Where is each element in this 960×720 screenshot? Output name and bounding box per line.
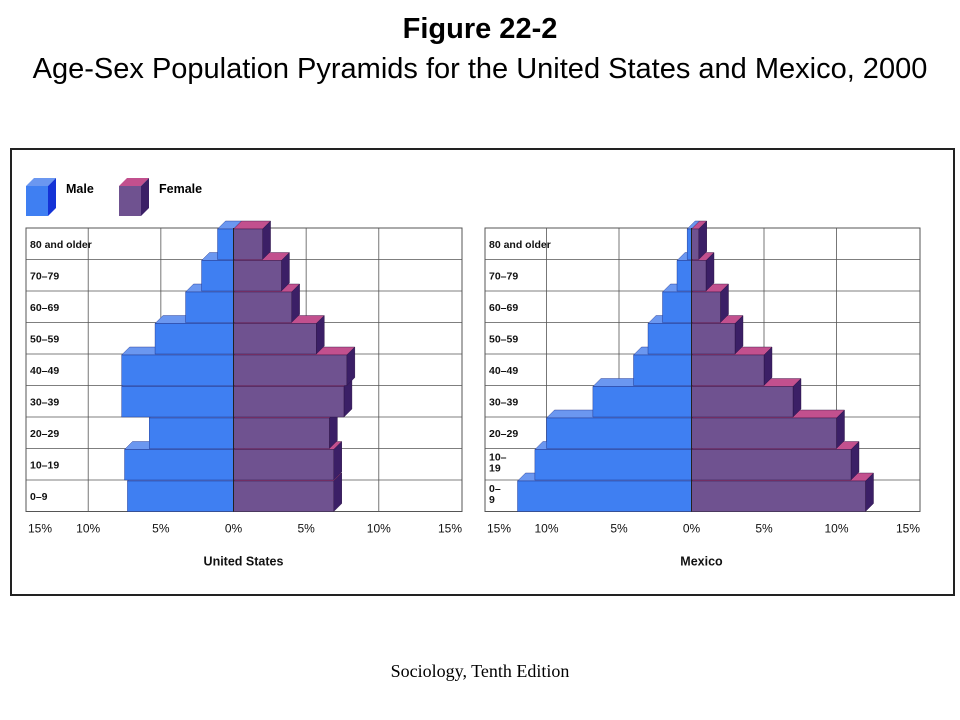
figure-subtitle: Age-Sex Population Pyramids for the Unit… — [32, 53, 928, 85]
chart-united-states: 80 and older 70–79 60–69 50–59 40–49 30–39 20–… — [25, 220, 463, 569]
bar-female-front — [691, 260, 707, 292]
category-label-line: 0– — [489, 483, 501, 495]
category-label-line: 10– — [489, 452, 507, 464]
legend: Male Female — [26, 178, 202, 216]
bar-female-front — [233, 354, 348, 386]
bar-female — [691, 220, 708, 260]
x-tick-label: 15% — [487, 522, 511, 536]
bar-male-front — [124, 449, 234, 481]
bar-female-front — [691, 480, 866, 512]
category-label: 70–79 — [30, 270, 59, 282]
legend-female-label: Female — [159, 182, 202, 196]
category-label-line: 9 — [489, 494, 495, 506]
bar-female-front — [691, 417, 837, 449]
chart-frame: Male Female 80 and older 70–79 60–69 50–59 4… — [10, 148, 955, 596]
x-tick-label: 0% — [225, 522, 243, 536]
pyramid-charts: Male Female 80 and older 70–79 60–69 50–59 4… — [25, 178, 921, 569]
bar-female-front — [233, 386, 345, 418]
x-tick-label: 5% — [152, 522, 170, 536]
bar-female-front — [233, 449, 334, 481]
bar-male-front — [185, 291, 234, 323]
bar-female-front — [233, 417, 330, 449]
bar-female-front — [233, 291, 292, 323]
bar-male-front — [546, 417, 692, 449]
category-label: 50–59 — [489, 333, 518, 345]
category-label: 80 and older — [30, 239, 92, 251]
x-tick-label: 15% — [28, 522, 52, 536]
bar-male-front — [662, 291, 692, 323]
bar-female-front — [233, 228, 263, 260]
legend-male-label: Male — [66, 182, 94, 196]
category-label: 60–69 — [30, 302, 59, 314]
bar-male-front — [534, 449, 692, 481]
bar-female-front — [691, 354, 765, 386]
bar-female-front — [691, 386, 794, 418]
x-tick-label: 15% — [896, 522, 920, 536]
bar-male-front — [633, 354, 692, 386]
category-label: 20–29 — [489, 428, 518, 440]
bar-male-front — [121, 386, 234, 418]
x-tick-label: 10% — [824, 522, 848, 536]
bar-male-front — [217, 228, 234, 260]
category-label: 50–59 — [30, 333, 59, 345]
category-label: 70–79 — [489, 270, 518, 282]
x-tick-label: 15% — [438, 522, 462, 536]
bar-female-front — [233, 260, 282, 292]
bar-female-front — [233, 480, 334, 512]
bar-male-front — [201, 260, 234, 292]
category-label-line: 19 — [489, 463, 501, 475]
category-label: 80 and older — [489, 239, 551, 251]
x-tick-label: 10% — [534, 522, 558, 536]
bar-female-front — [691, 291, 721, 323]
x-tick-label: 5% — [297, 522, 315, 536]
x-tick-label: 0% — [683, 522, 701, 536]
category-label: 30–39 — [30, 396, 59, 408]
chart-country-label: Mexico — [680, 555, 723, 569]
legend-male-swatch — [26, 178, 56, 216]
bar-male-front — [592, 386, 692, 418]
x-tick-label: 10% — [76, 522, 100, 536]
category-label: 60–69 — [489, 302, 518, 314]
bar-male-front — [647, 323, 692, 355]
category-label: 20–29 — [30, 428, 59, 440]
legend-female-swatch — [119, 178, 149, 216]
chart-country-label: United States — [204, 555, 284, 569]
footer-source: Sociology, Tenth Edition — [390, 661, 570, 681]
bar-male — [121, 346, 242, 386]
category-label: 0–9 — [489, 483, 501, 506]
bar-male — [647, 315, 700, 355]
figure-title: Figure 22-2 — [402, 13, 558, 45]
bar-male-front — [149, 417, 234, 449]
category-label: 10–19 — [30, 459, 59, 471]
x-tick-label: 5% — [610, 522, 628, 536]
bar-male-front — [686, 228, 692, 260]
bar-male-front — [676, 260, 692, 292]
bar-male-front — [127, 480, 234, 512]
chart-mexico: 80 and older 70–79 60–69 50–59 40–49 30–39 20–… — [484, 220, 921, 569]
bar-male-front — [517, 480, 692, 512]
bar-female — [233, 220, 272, 260]
bar-female-front — [691, 323, 736, 355]
x-tick-label: 5% — [755, 522, 773, 536]
bar-female-front — [691, 228, 699, 260]
category-label: 0–9 — [30, 491, 48, 503]
bar-male — [592, 378, 700, 418]
category-label: 10–19 — [489, 452, 507, 475]
category-label: 40–49 — [30, 365, 59, 377]
category-label: 40–49 — [489, 365, 518, 377]
category-label: 30–39 — [489, 396, 518, 408]
x-tick-label: 10% — [367, 522, 391, 536]
bar-female-front — [233, 323, 317, 355]
bar-female-front — [691, 449, 852, 481]
bar-male-front — [121, 354, 234, 386]
bar-male-front — [154, 323, 234, 355]
